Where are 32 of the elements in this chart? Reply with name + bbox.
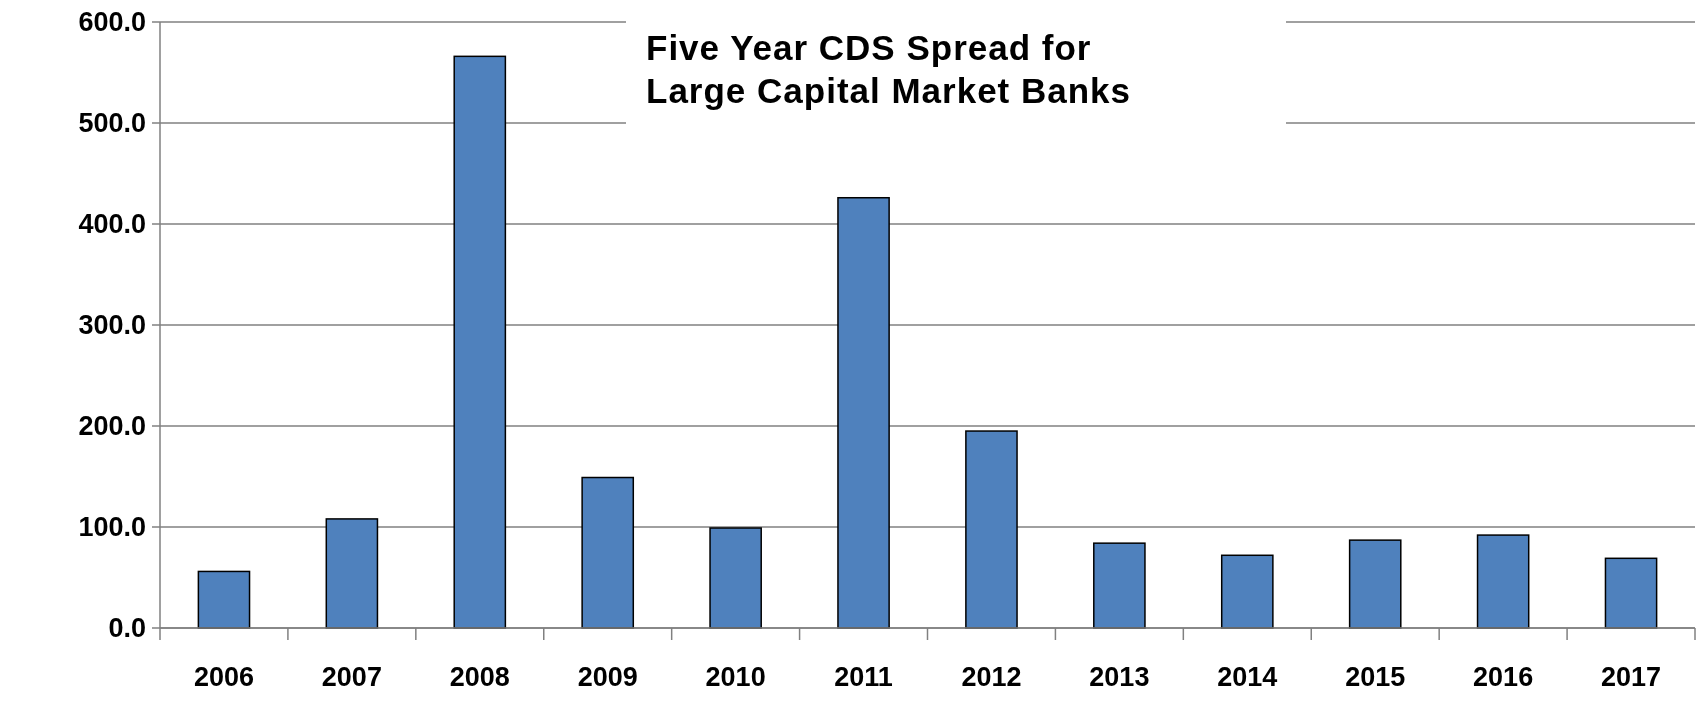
y-tick-label: 500.0 xyxy=(78,108,146,139)
bar xyxy=(709,527,762,629)
bar xyxy=(581,476,635,629)
x-tick-label: 2012 xyxy=(961,662,1022,692)
y-tick-label: 300.0 xyxy=(78,310,146,341)
bar xyxy=(1604,557,1658,629)
x-tick-label: 2006 xyxy=(193,662,254,692)
x-tick-label: 2008 xyxy=(449,662,510,692)
x-tick-label: 2015 xyxy=(1345,662,1406,692)
bar xyxy=(965,430,1018,629)
bar xyxy=(1220,554,1274,629)
y-tick-label: 0.0 xyxy=(108,613,146,644)
x-tick-label: 2010 xyxy=(705,662,766,692)
x-tick-label: 2016 xyxy=(1473,662,1534,692)
x-tick-label: 2007 xyxy=(321,662,382,692)
bar xyxy=(1348,539,1402,629)
bar xyxy=(1476,534,1530,629)
x-tick-label: 2017 xyxy=(1601,662,1662,692)
x-tick-label: 2014 xyxy=(1217,662,1278,692)
bar xyxy=(837,196,890,629)
text: Five Year CDS Spread for Large Capital Market Banks xyxy=(646,28,1132,110)
y-tick-label: 600.0 xyxy=(78,7,146,38)
x-tick-label: 2013 xyxy=(1089,662,1150,692)
bar xyxy=(1093,542,1146,629)
bar xyxy=(197,570,251,629)
bar xyxy=(453,55,507,629)
y-tick-label: 100.0 xyxy=(78,512,146,543)
y-tick-label: 400.0 xyxy=(78,209,146,240)
y-tick-label: 200.0 xyxy=(78,411,146,442)
bar xyxy=(325,518,379,629)
x-tick-label: 2009 xyxy=(577,662,638,692)
x-tick-label: 2011 xyxy=(834,662,893,692)
